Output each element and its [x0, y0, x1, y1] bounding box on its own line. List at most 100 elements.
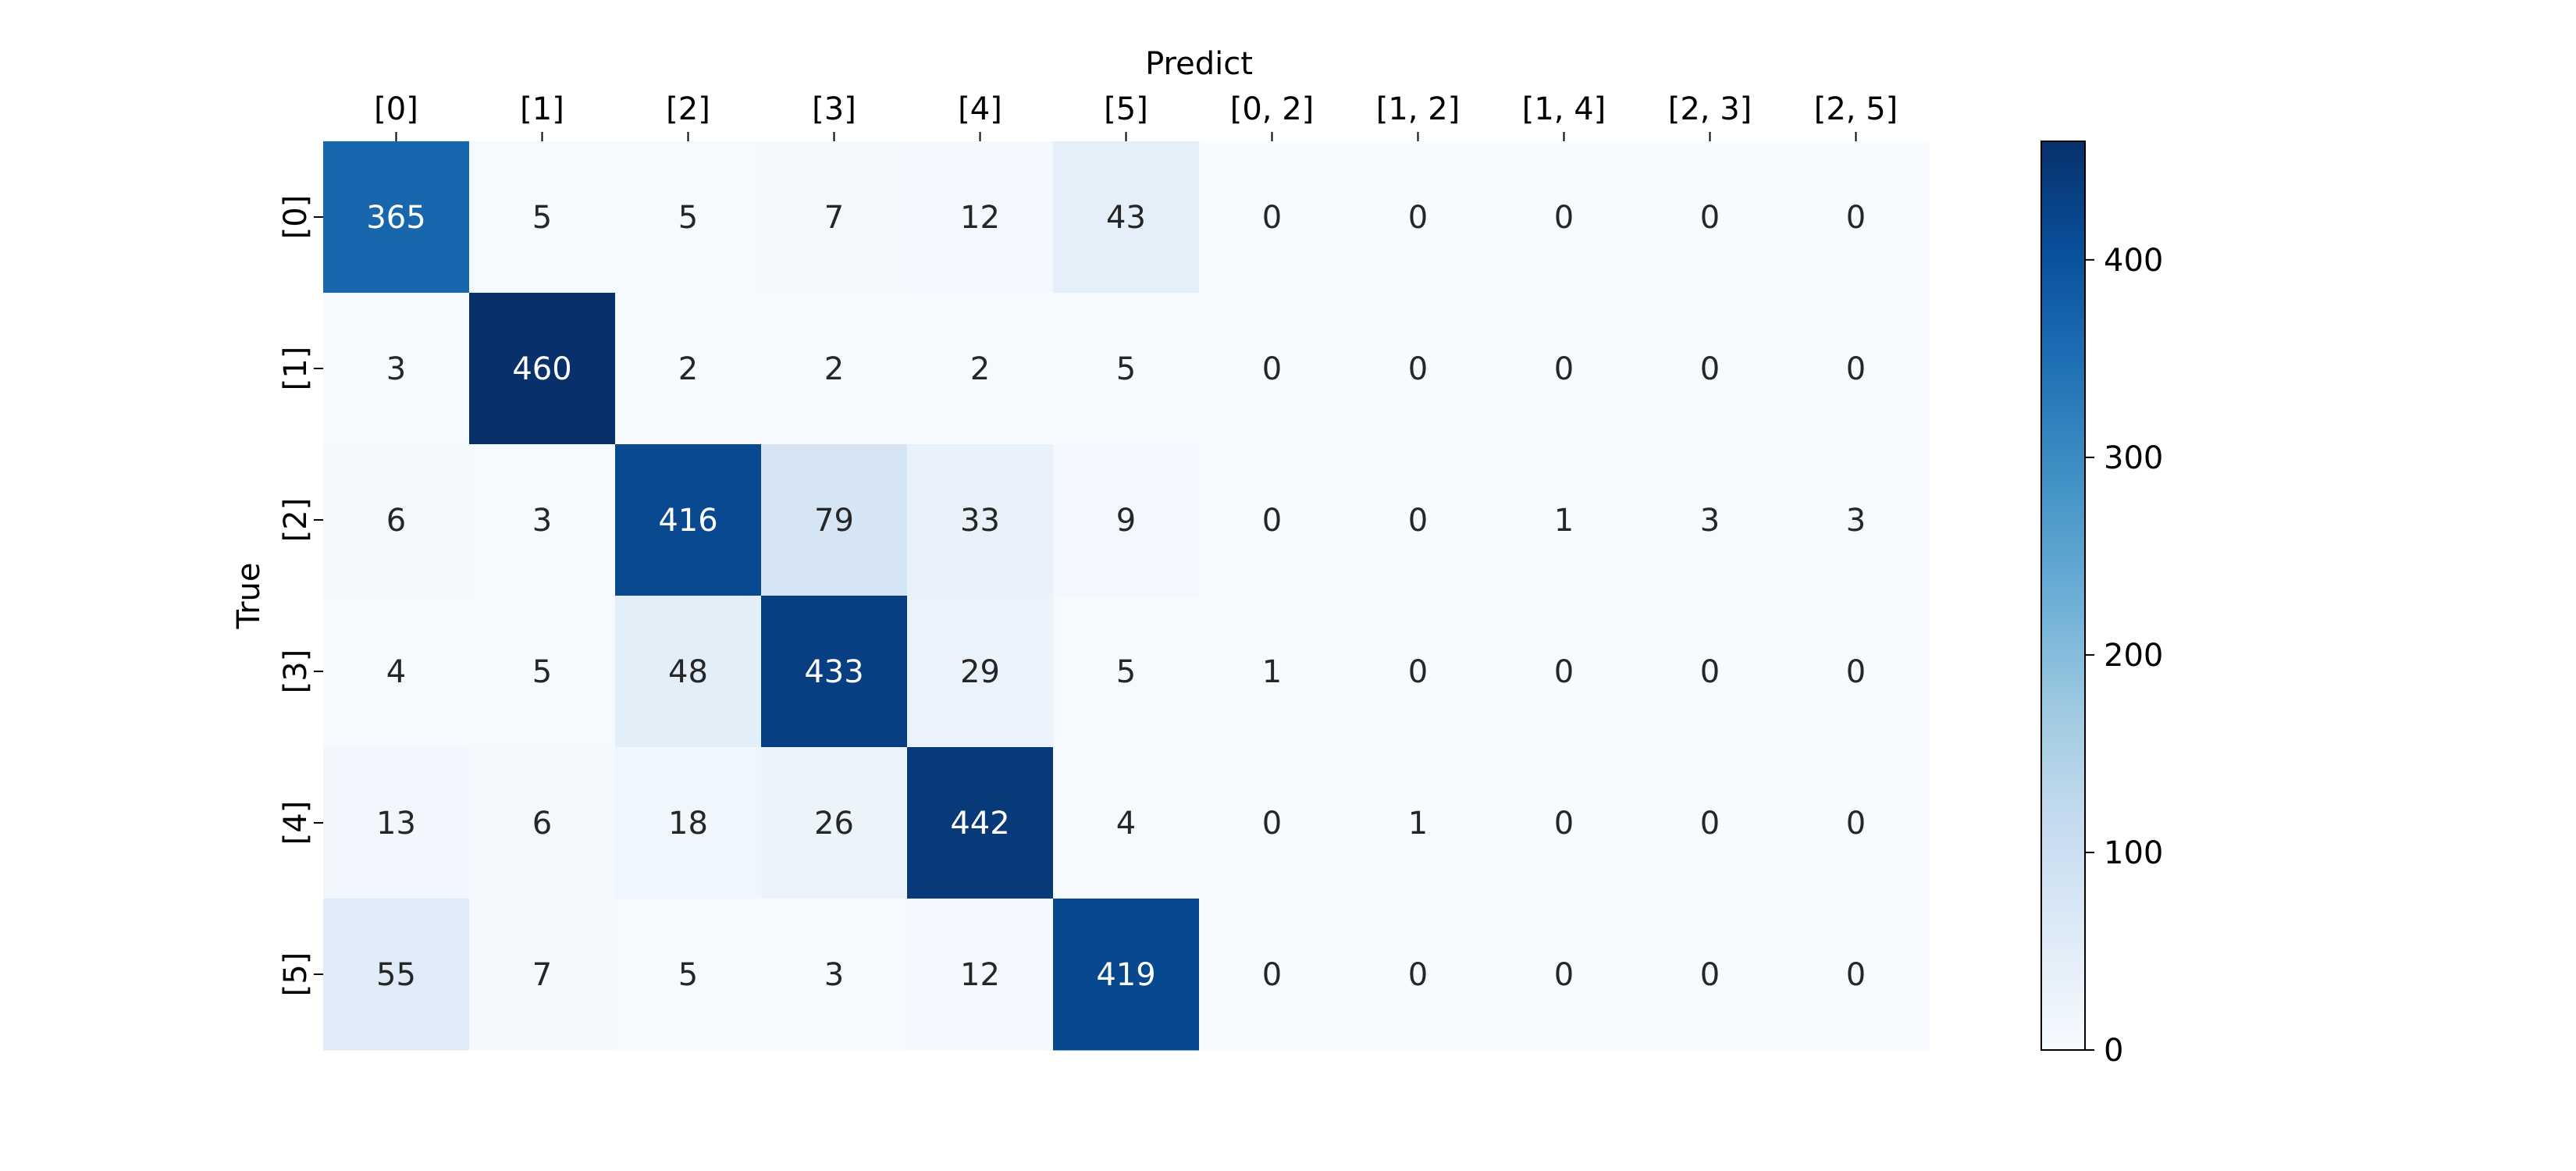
- heatmap-cell: [761, 141, 908, 294]
- cell-value-label: 12: [960, 957, 1000, 993]
- heatmap-cell: [615, 141, 762, 294]
- cell-value-label: 5: [532, 654, 552, 690]
- cell-value-label: 6: [532, 806, 552, 842]
- y-tick-label: [5]: [278, 952, 314, 997]
- y-tick-label: [1]: [278, 347, 314, 391]
- heatmap-cell: [761, 444, 908, 596]
- heatmap-cell: [1345, 444, 1492, 596]
- heatmap-cell: [907, 141, 1054, 294]
- heatmap-cell: [1345, 596, 1492, 748]
- cell-value-label: 7: [824, 200, 844, 236]
- cell-value-label: 18: [668, 806, 708, 842]
- heatmap-cell: [1491, 141, 1638, 294]
- cell-value-label: 4: [386, 654, 406, 690]
- cell-value-label: 0: [1262, 503, 1282, 539]
- cell-value-label: 0: [1554, 957, 1574, 993]
- heatmap-cell: [761, 293, 908, 445]
- cell-value-label: 460: [512, 351, 571, 387]
- heatmap-cell: [1783, 141, 1930, 294]
- heatmap-cells: [323, 141, 1930, 1051]
- heatmap-cell: [1783, 293, 1930, 445]
- x-tick-label: [1, 4]: [1522, 91, 1606, 127]
- heatmap-cell: [1199, 747, 1346, 899]
- cell-value-label: 0: [1846, 806, 1866, 842]
- colorbar-tick-label: 100: [2104, 835, 2163, 871]
- heatmap-cell: [1053, 444, 1200, 596]
- y-tick-label: [4]: [278, 801, 314, 845]
- heatmap-cell: [1783, 596, 1930, 748]
- heatmap-cell: [1491, 444, 1638, 596]
- colorbar-gradient: [2041, 141, 2086, 1051]
- heatmap-cell: [1053, 293, 1200, 445]
- heatmap-cell: [1345, 747, 1492, 899]
- x-tick-label: [2, 5]: [1814, 91, 1898, 127]
- heatmap-cell: [907, 293, 1054, 445]
- heatmap-cell: [615, 747, 762, 899]
- heatmap-cell: [1783, 747, 1930, 899]
- cell-value-label: 0: [1554, 654, 1574, 690]
- y-tick-label: [2]: [278, 498, 314, 543]
- cell-value-label: 0: [1846, 351, 1866, 387]
- cell-value-label: 1: [1408, 806, 1428, 842]
- x-tick-label: [0]: [374, 91, 418, 127]
- colorbar-tick-label: 0: [2104, 1033, 2123, 1069]
- heatmap-cell: [1637, 747, 1784, 899]
- cell-value-labels: 365 5 5 7 12 43 0 0 0 0 03 460 2 2 2 5 0 0 0 0 06 3 416 79 33 9 0 0…: [366, 200, 1866, 993]
- heatmap-cell: [1491, 899, 1638, 1051]
- cell-value-label: 3: [532, 503, 552, 539]
- colorbar-tick-label: 300: [2104, 440, 2163, 476]
- heatmap-cell: [1053, 899, 1200, 1051]
- cell-value-label: 0: [1846, 654, 1866, 690]
- cell-value-label: 33: [960, 503, 1000, 539]
- heatmap-cell: [907, 596, 1054, 748]
- cell-value-label: 0: [1700, 351, 1720, 387]
- heatmap-cell: [761, 596, 908, 748]
- heatmap-cell: [323, 596, 470, 748]
- heatmap-cell: [1053, 747, 1200, 899]
- cell-value-label: 0: [1554, 200, 1574, 236]
- cell-value-label: 4: [1116, 806, 1136, 842]
- cell-value-label: 0: [1846, 200, 1866, 236]
- heatmap-cell: [1345, 293, 1492, 445]
- heatmap-cell: [323, 444, 470, 596]
- heatmap-cell: [1199, 141, 1346, 294]
- cell-value-label: 0: [1700, 654, 1720, 690]
- cell-value-label: 5: [532, 200, 552, 236]
- cell-value-label: 2: [824, 351, 844, 387]
- cell-value-label: 3: [824, 957, 844, 993]
- cell-value-label: 55: [376, 957, 416, 993]
- cell-value-label: 419: [1096, 957, 1155, 993]
- heatmap-cell: [907, 444, 1054, 596]
- cell-value-label: 5: [1116, 351, 1136, 387]
- heatmap-cell: [1491, 293, 1638, 445]
- heatmap-cell: [323, 293, 470, 445]
- cell-value-label: 26: [814, 806, 854, 842]
- cell-value-label: 1: [1554, 503, 1574, 539]
- x-tick-label: [5]: [1104, 91, 1148, 127]
- x-axis-title: Predict: [1145, 46, 1253, 82]
- cell-value-label: 0: [1408, 200, 1428, 236]
- x-tick-label: [0, 2]: [1230, 91, 1315, 127]
- cell-value-label: 0: [1262, 957, 1282, 993]
- cell-value-label: 0: [1408, 654, 1428, 690]
- cell-value-label: 48: [668, 654, 708, 690]
- cell-value-label: 0: [1700, 200, 1720, 236]
- y-tick-label: [3]: [278, 650, 314, 694]
- cell-value-label: 0: [1554, 806, 1574, 842]
- heatmap-cell: [1199, 293, 1346, 445]
- heatmap-cell: [1637, 293, 1784, 445]
- cell-value-label: 5: [678, 957, 698, 993]
- heatmap-cell: [1637, 141, 1784, 294]
- heatmap-cell: [1053, 596, 1200, 748]
- heatmap-cell: [615, 293, 762, 445]
- heatmap-cell: [615, 899, 762, 1051]
- heatmap-cell: [1783, 899, 1930, 1051]
- y-tick-label: [0]: [278, 195, 314, 240]
- cell-value-label: 3: [1700, 503, 1720, 539]
- cell-value-label: 2: [678, 351, 698, 387]
- heatmap-cell: [469, 747, 616, 899]
- cell-value-label: 7: [532, 957, 552, 993]
- colorbar-ticks: 0 100 200 300 400: [2085, 243, 2163, 1069]
- heatmap-cell: [469, 141, 616, 294]
